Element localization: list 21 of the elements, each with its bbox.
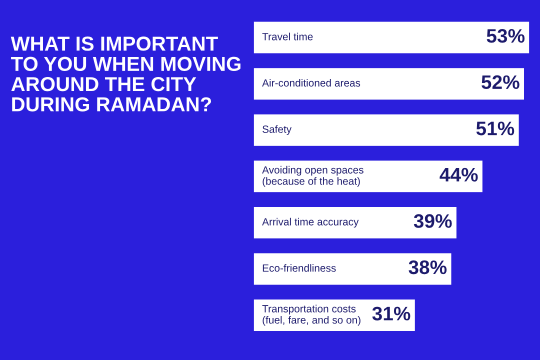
y-tick-label: Eco-friendliness [262,264,336,272]
y-tick-label: Travel time [262,32,313,40]
y-tick-label: Arrival time accuracy [262,218,359,228]
data-label: 39% [414,214,452,228]
data-label: 31% [372,306,410,321]
bar [254,160,482,192]
y-tick-label: Transportation costs (fuel, fare, and so on) [262,304,360,326]
text: WHAT IS IMPORTANT TO YOU WHEN MOVING AROUND THE CITY DURING RAMADAN? [10,36,240,112]
data-label: 44% [440,168,478,182]
y-tick-label: Safety [262,125,292,135]
data-label: 51% [476,122,514,136]
data-label: 38% [408,260,447,274]
bar [254,114,519,146]
data-label: 53% [486,28,525,43]
bar [254,68,524,100]
bar [254,22,530,54]
bar [254,253,452,285]
data-label: 52% [482,75,520,90]
y-tick-label: Avoiding open spaces (because of the heat) [262,166,364,187]
y-tick-label: Air-conditioned areas [262,78,360,87]
bar [254,206,456,238]
